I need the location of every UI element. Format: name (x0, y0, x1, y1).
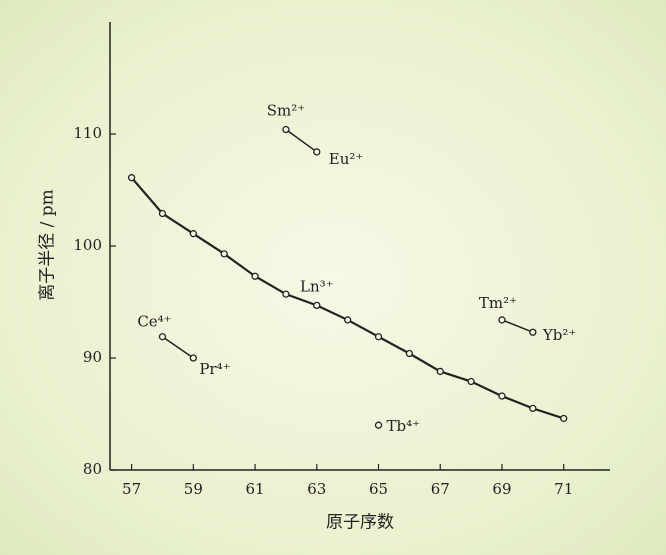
data-point (158, 333, 167, 341)
connector (162, 336, 194, 359)
data-point (467, 377, 475, 386)
series-label: Ln³⁺ (300, 277, 334, 295)
y-axis-label: 离子半径 / pm (38, 189, 58, 301)
data-point (251, 272, 259, 280)
y-tick-label: 110 (73, 124, 102, 142)
x-axis-label: 原子序数 (326, 513, 394, 533)
data-point (529, 404, 537, 413)
data-point (374, 333, 383, 341)
data-point (313, 148, 321, 156)
data-point (529, 328, 537, 336)
data-point (282, 290, 290, 298)
data-point (189, 354, 197, 362)
x-tick-label: 65 (369, 480, 388, 498)
x-tick-label: 59 (184, 480, 203, 498)
data-point (436, 367, 444, 376)
x-tick-label: 71 (554, 480, 573, 498)
x-tick-label: 69 (492, 480, 511, 498)
connector (501, 319, 534, 333)
series-label: Sm²⁺ (267, 102, 305, 120)
x-tick-label: 63 (307, 480, 326, 498)
data-point (560, 414, 568, 423)
data-point (220, 250, 228, 258)
x-tick-label: 61 (246, 480, 265, 498)
series-label: Pr⁴⁺ (199, 360, 230, 378)
series-label: Ce⁴⁺ (137, 313, 171, 331)
data-point (282, 125, 290, 134)
data-point (498, 392, 506, 400)
data-point (127, 174, 136, 182)
y-tick-label: 100 (73, 236, 102, 254)
data-point (344, 316, 352, 324)
data-point (498, 316, 506, 324)
series-label: Tm²⁺ (479, 294, 517, 312)
y-tick-label: 90 (83, 348, 102, 366)
data-point (313, 301, 321, 310)
x-tick-label: 67 (431, 480, 450, 498)
series-label: Yb²⁺ (542, 326, 576, 344)
y-tick-label: 80 (83, 460, 102, 478)
data-point (189, 230, 197, 238)
data-point (405, 349, 414, 358)
x-tick-label: 57 (122, 480, 141, 498)
connector (285, 128, 318, 153)
series-label: Eu²⁺ (329, 150, 364, 168)
data-point (374, 421, 383, 429)
series-label: Tb⁴⁺ (387, 417, 421, 435)
data-point (158, 209, 167, 218)
